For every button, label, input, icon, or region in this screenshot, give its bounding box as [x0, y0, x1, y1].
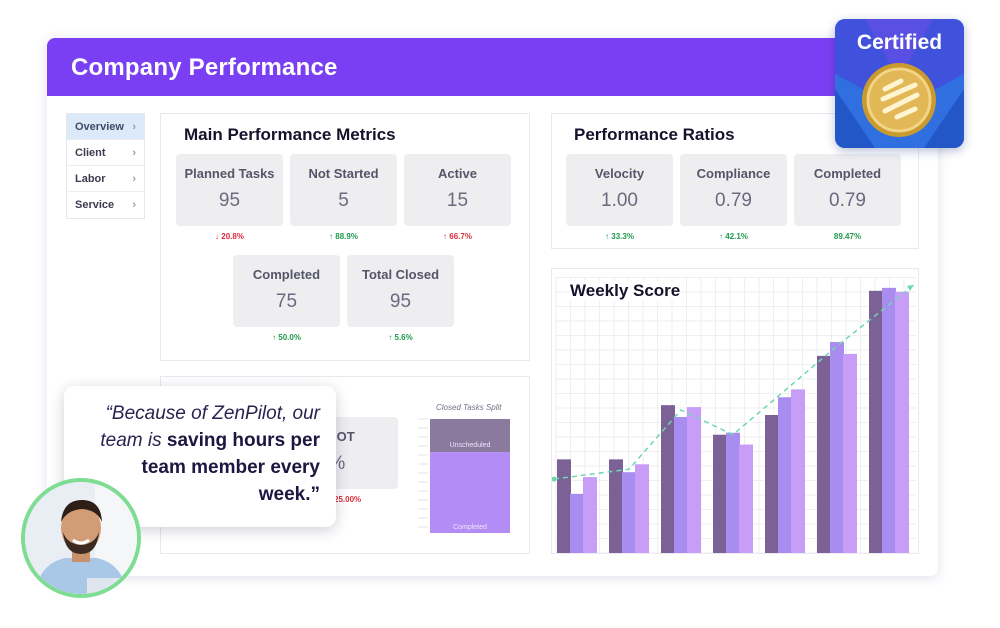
app-header: Company Performance — [47, 38, 938, 96]
certified-badge: Certified — [835, 19, 964, 148]
sidebar-item-label: Client — [75, 146, 106, 159]
metric-delta: ↑ 50.0% — [272, 333, 301, 342]
metric-value: 15 — [446, 190, 469, 211]
bar-week-4-series-3 — [739, 444, 753, 553]
metric-value: 95 — [389, 291, 412, 312]
metric-delta: ↑ 66.7% — [443, 232, 472, 241]
sidebar-item-labor[interactable]: Labor › — [67, 166, 144, 192]
bar-week-3-series-1 — [661, 405, 675, 553]
page-title: Company Performance — [71, 54, 338, 81]
certified-label: Certified — [856, 31, 943, 54]
avatar — [21, 478, 141, 598]
sidebar: Overview › Client › Labor › Service › — [66, 113, 145, 219]
bar-week-6-series-2 — [830, 342, 844, 553]
ratio-label: Completed — [813, 166, 882, 181]
weekly-score-title: Weekly Score — [570, 281, 681, 301]
metric-delta: ↓ 20.8% — [215, 232, 244, 241]
bar-week-5-series-3 — [791, 389, 805, 553]
metric-value: 5 — [338, 190, 349, 211]
bar-week-1-series-3 — [583, 477, 597, 553]
sidebar-item-label: Service — [75, 199, 115, 211]
trend-start-point — [552, 476, 557, 482]
bar-week-1-series-2 — [570, 493, 584, 553]
bar-week-7-series-1 — [869, 290, 883, 553]
metric-delta: ↑ 88.9% — [329, 232, 358, 241]
metric-label: Not Started — [308, 166, 379, 181]
ratio-value: 0.79 — [715, 190, 752, 211]
ratio-label: Compliance — [696, 166, 771, 181]
trend-arrow-head — [907, 284, 914, 291]
bar-week-2-series-1 — [609, 459, 623, 553]
sidebar-item-label: Overview — [75, 120, 124, 133]
ratios-title: Performance Ratios — [574, 125, 735, 144]
chevron-right-icon: › — [132, 199, 136, 211]
bar-week-2-series-2 — [622, 472, 636, 553]
assigned-ot-delta: 25.00% — [334, 495, 362, 504]
metric-delta: ↑ 5.6% — [388, 333, 413, 342]
metric-label: Completed — [252, 267, 321, 282]
ratio-delta: ↑ 33.3% — [605, 232, 634, 241]
metric-value: 75 — [275, 291, 298, 312]
bar-week-7-series-2 — [882, 287, 896, 553]
metric-card-completed: Completed 75 — [233, 255, 340, 327]
split-segment-label: Unscheduled — [450, 442, 491, 449]
bar-week-4-series-2 — [726, 432, 740, 553]
bar-week-5-series-1 — [765, 415, 779, 553]
sidebar-item-label: Labor — [75, 172, 106, 185]
bar-week-6-series-1 — [817, 355, 831, 553]
person-photo — [25, 482, 137, 594]
split-segment-label: Completed — [453, 524, 487, 531]
tasks-split-chart: Unscheduled Completed — [418, 418, 510, 533]
bar-week-2-series-3 — [635, 464, 649, 553]
chevron-right-icon: › — [132, 172, 136, 185]
metric-card-active: Active 15 — [404, 154, 511, 226]
medal-icon — [835, 19, 964, 148]
ratio-value: 1.00 — [601, 190, 638, 211]
metric-card-planned-tasks: Planned Tasks 95 — [176, 154, 283, 226]
split-title: Closed Tasks Split — [436, 403, 502, 412]
sidebar-item-client[interactable]: Client › — [67, 140, 144, 166]
metric-value: 95 — [218, 190, 241, 211]
ratio-value: 0.79 — [829, 190, 866, 211]
weekly-score-panel: Weekly Score — [551, 268, 919, 554]
ratio-delta: 89.47% — [833, 232, 862, 241]
dashboard-window: Company Performance Overview › Client › … — [47, 38, 938, 576]
testimonial-text: “Because of ZenPilot, our team is saving… — [100, 403, 320, 505]
bar-week-3-series-3 — [687, 407, 701, 553]
main-metrics-panel: Main Performance Metrics Planned Tasks 9… — [160, 113, 530, 361]
sidebar-item-service[interactable]: Service › — [67, 192, 144, 218]
metric-label: Total Closed — [361, 267, 440, 282]
ratio-card-completed: Completed 0.79 — [794, 154, 901, 226]
ratio-card-compliance: Compliance 0.79 — [680, 154, 787, 226]
bar-week-5-series-2 — [778, 397, 792, 553]
chevron-right-icon: › — [132, 146, 136, 159]
bar-week-1-series-1 — [557, 459, 571, 553]
ratio-delta: ↑ 42.1% — [719, 232, 748, 241]
main-metrics-title: Main Performance Metrics — [184, 125, 396, 144]
bar-week-7-series-3 — [895, 291, 909, 553]
metric-card-not-started: Not Started 5 — [290, 154, 397, 226]
metric-card-total-closed: Total Closed 95 — [347, 255, 454, 327]
sidebar-item-overview[interactable]: Overview › — [67, 114, 144, 140]
ratio-card-velocity: Velocity 1.00 — [566, 154, 673, 226]
bar-week-4-series-1 — [713, 434, 727, 553]
ratio-label: Velocity — [594, 166, 645, 181]
split-segment-unscheduled — [430, 419, 510, 453]
chevron-right-icon: › — [132, 120, 136, 133]
metric-label: Planned Tasks — [184, 166, 275, 181]
bar-week-6-series-3 — [843, 353, 857, 553]
split-segment-completed — [430, 452, 510, 533]
metric-label: Active — [437, 166, 478, 181]
bar-week-3-series-2 — [674, 416, 688, 553]
weekly-score-chart — [552, 277, 916, 554]
trend-line — [553, 284, 915, 480]
